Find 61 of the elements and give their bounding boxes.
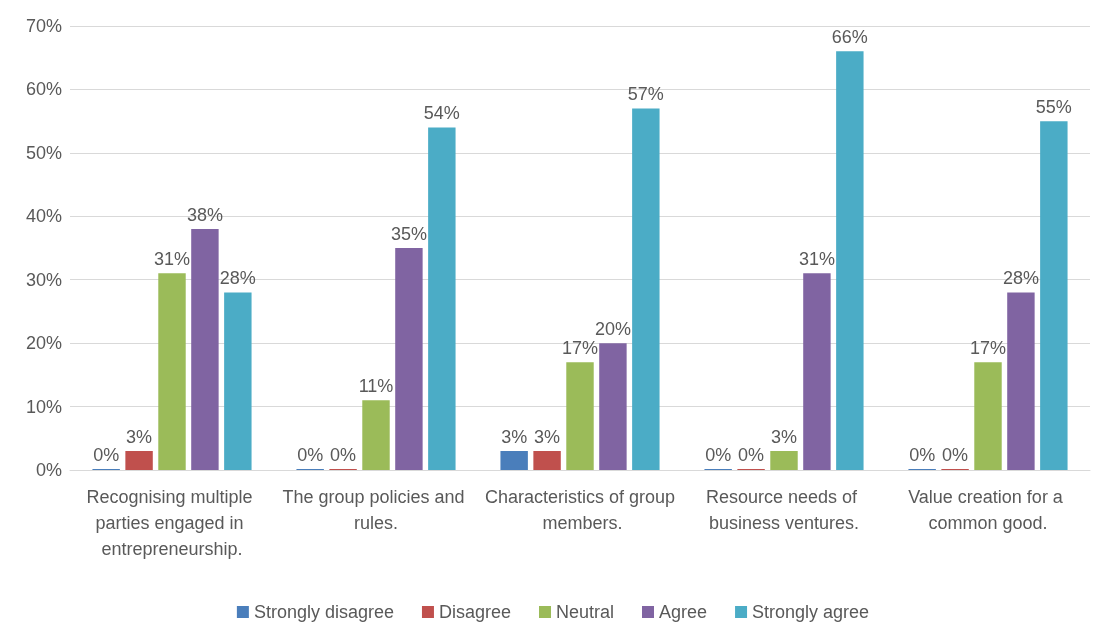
data-label: 3%: [126, 426, 153, 447]
bar: [395, 248, 423, 470]
data-label: 28%: [219, 268, 256, 289]
x-tick-label: Recognising multiple parties engaged in entrepreneurship.: [86, 487, 258, 559]
bar: [566, 362, 594, 470]
y-tick-label: 30%: [25, 269, 62, 290]
bar: [1040, 121, 1068, 470]
bar: [974, 362, 1002, 470]
legend-label: Agree: [659, 602, 708, 622]
data-label: 20%: [594, 319, 631, 340]
y-tick-label: 50%: [25, 142, 62, 163]
bar: [428, 127, 456, 470]
legend-label: Strongly disagree: [253, 602, 394, 622]
data-label: 3%: [534, 426, 561, 447]
x-tick-label: The group policies and rules.: [282, 487, 470, 533]
data-label: 17%: [969, 338, 1007, 359]
data-label: 17%: [561, 338, 599, 359]
data-label: 3%: [770, 426, 798, 447]
data-label: 0%: [942, 445, 969, 465]
data-label: 0%: [93, 445, 120, 465]
data-label: 66%: [831, 27, 868, 48]
y-tick-label: 40%: [25, 206, 62, 227]
bar: [125, 450, 153, 470]
y-tick-label: 0%: [35, 460, 62, 480]
data-label: 0%: [297, 445, 324, 465]
bar: [1007, 292, 1035, 470]
data-label: 28%: [1002, 268, 1039, 289]
bar: [836, 51, 864, 470]
data-label: 31%: [153, 249, 191, 270]
data-label: 38%: [186, 204, 223, 225]
bar: [224, 292, 252, 470]
data-label: 31%: [798, 249, 835, 270]
data-label: 0%: [330, 445, 357, 465]
data-label: 54%: [423, 103, 460, 124]
bar: [632, 108, 660, 470]
bar: [533, 450, 561, 470]
legend-label: Strongly agree: [752, 602, 870, 622]
data-label: 0%: [909, 445, 936, 465]
data-label: 57%: [627, 84, 664, 105]
y-tick-label: 10%: [25, 396, 62, 417]
bar: [191, 228, 219, 470]
legend-label: Disagree: [438, 602, 512, 622]
legend-label: Neutral: [555, 602, 615, 622]
bar: [803, 273, 831, 470]
y-tick-label: 70%: [25, 16, 62, 36]
y-tick-label: 60%: [25, 79, 62, 100]
x-tick-label: Characteristics of group members.: [484, 487, 676, 533]
data-label: 35%: [390, 224, 427, 244]
y-tick-label: 20%: [25, 333, 62, 354]
data-label: 0%: [738, 445, 765, 465]
data-label: 0%: [705, 445, 732, 465]
x-tick-label: Value creation for a common good.: [908, 487, 1068, 533]
bar: [158, 273, 186, 470]
data-label: 11%: [358, 376, 394, 397]
bar: [362, 400, 390, 470]
x-tick-label: Resource needs of business ventures.: [705, 487, 863, 533]
data-label: 55%: [1035, 97, 1072, 118]
bar: [500, 450, 528, 470]
data-label: 3%: [501, 426, 528, 447]
bar: [599, 343, 627, 470]
bar: [770, 450, 798, 470]
